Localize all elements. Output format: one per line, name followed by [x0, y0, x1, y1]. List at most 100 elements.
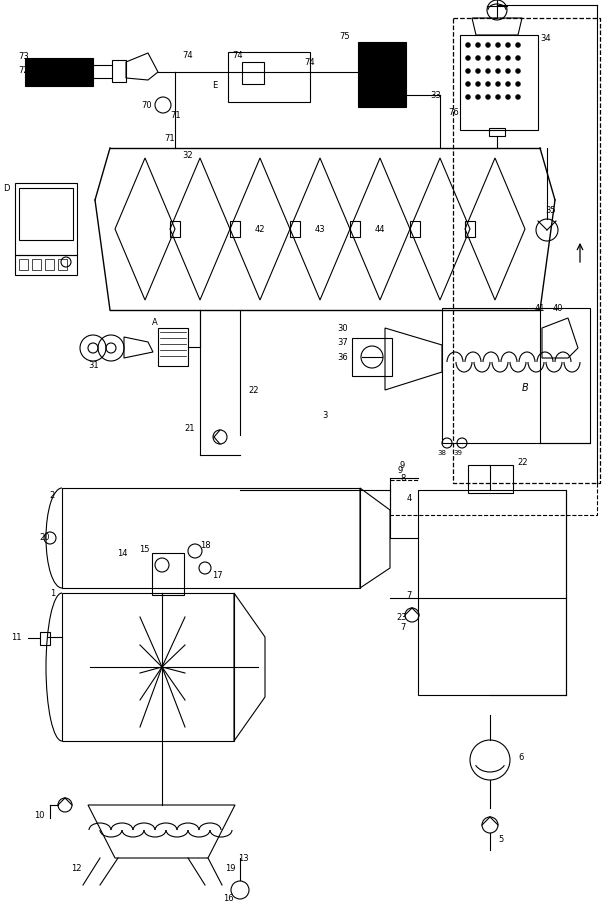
Text: 20: 20 [40, 533, 50, 542]
Bar [170, 221, 180, 237]
Text: 16: 16 [223, 894, 233, 902]
Circle shape [465, 43, 470, 47]
Circle shape [465, 95, 470, 100]
Circle shape [506, 68, 511, 74]
Circle shape [476, 43, 481, 47]
Bar [112, 60, 126, 82]
Text: 15: 15 [140, 545, 150, 554]
Circle shape [515, 95, 520, 100]
Text: 70: 70 [142, 100, 152, 110]
Circle shape [465, 68, 470, 74]
Bar [19, 188, 73, 240]
Text: 39: 39 [453, 450, 462, 456]
Text: 30: 30 [337, 323, 348, 332]
Bar [418, 490, 566, 695]
Bar [228, 52, 310, 102]
Text: B: B [522, 383, 528, 393]
Bar [410, 221, 420, 237]
Text: 75: 75 [339, 32, 350, 40]
Text: 22: 22 [248, 385, 259, 394]
Text: 42: 42 [255, 225, 265, 234]
Circle shape [476, 95, 481, 100]
Text: 23: 23 [396, 614, 407, 623]
Text: 43: 43 [315, 225, 325, 234]
Text: 33: 33 [430, 90, 441, 100]
Circle shape [506, 43, 511, 47]
Text: 71: 71 [170, 110, 181, 120]
Circle shape [515, 68, 520, 74]
Bar [468, 465, 513, 493]
Bar [25, 58, 93, 86]
Bar [40, 632, 50, 645]
Circle shape [495, 56, 500, 60]
Text: 9: 9 [400, 460, 405, 469]
Text: 4: 4 [407, 494, 412, 502]
Text: 74: 74 [304, 58, 315, 67]
Text: 7: 7 [407, 591, 412, 600]
Text: 5: 5 [498, 835, 503, 845]
Circle shape [476, 81, 481, 87]
Circle shape [486, 81, 490, 87]
Text: E: E [212, 80, 218, 89]
Circle shape [486, 56, 490, 60]
Text: 7: 7 [401, 623, 406, 632]
Text: 9: 9 [397, 466, 402, 475]
Text: 32: 32 [182, 151, 193, 160]
Bar [15, 255, 77, 275]
Text: 36: 36 [337, 352, 348, 362]
Bar [352, 338, 392, 376]
Text: 10: 10 [35, 811, 45, 820]
Bar [32, 259, 41, 270]
Text: 13: 13 [238, 854, 249, 863]
Text: 8: 8 [400, 474, 406, 482]
Circle shape [495, 43, 500, 47]
Text: 2: 2 [50, 490, 55, 499]
Bar [152, 553, 184, 595]
Text: 17: 17 [212, 571, 223, 580]
Circle shape [495, 95, 500, 100]
Text: 19: 19 [225, 864, 235, 873]
Circle shape [515, 56, 520, 60]
Bar [62, 488, 360, 588]
Circle shape [495, 68, 500, 74]
Bar [45, 259, 54, 270]
Text: 31: 31 [88, 361, 99, 370]
Text: 74: 74 [182, 50, 193, 59]
Circle shape [465, 81, 470, 87]
Bar [19, 259, 28, 270]
Circle shape [476, 68, 481, 74]
Text: 74: 74 [232, 50, 243, 59]
Bar [230, 221, 240, 237]
Bar [350, 221, 360, 237]
Bar [62, 593, 234, 741]
Text: A: A [152, 318, 158, 327]
Bar [489, 128, 505, 136]
Bar [158, 328, 188, 366]
Circle shape [515, 43, 520, 47]
Text: 6: 6 [518, 753, 523, 762]
Bar [242, 62, 264, 84]
Text: 44: 44 [375, 225, 386, 234]
Text: 1: 1 [50, 589, 55, 597]
Bar [358, 42, 406, 107]
Text: 41: 41 [535, 303, 545, 312]
Circle shape [476, 56, 481, 60]
Circle shape [465, 56, 470, 60]
Text: 76: 76 [448, 108, 459, 117]
Circle shape [486, 68, 490, 74]
Text: 40: 40 [553, 303, 563, 312]
Text: 35: 35 [545, 205, 556, 215]
Text: 21: 21 [184, 424, 195, 433]
Bar [460, 35, 538, 130]
Text: 18: 18 [200, 540, 210, 550]
Circle shape [506, 81, 511, 87]
Text: 73: 73 [18, 51, 29, 60]
Bar [58, 259, 67, 270]
Text: 12: 12 [71, 864, 82, 873]
Text: 11: 11 [12, 634, 22, 643]
Text: 72: 72 [18, 66, 29, 75]
Text: 14: 14 [118, 549, 128, 558]
Circle shape [495, 81, 500, 87]
Bar [465, 221, 475, 237]
Bar [15, 183, 77, 255]
